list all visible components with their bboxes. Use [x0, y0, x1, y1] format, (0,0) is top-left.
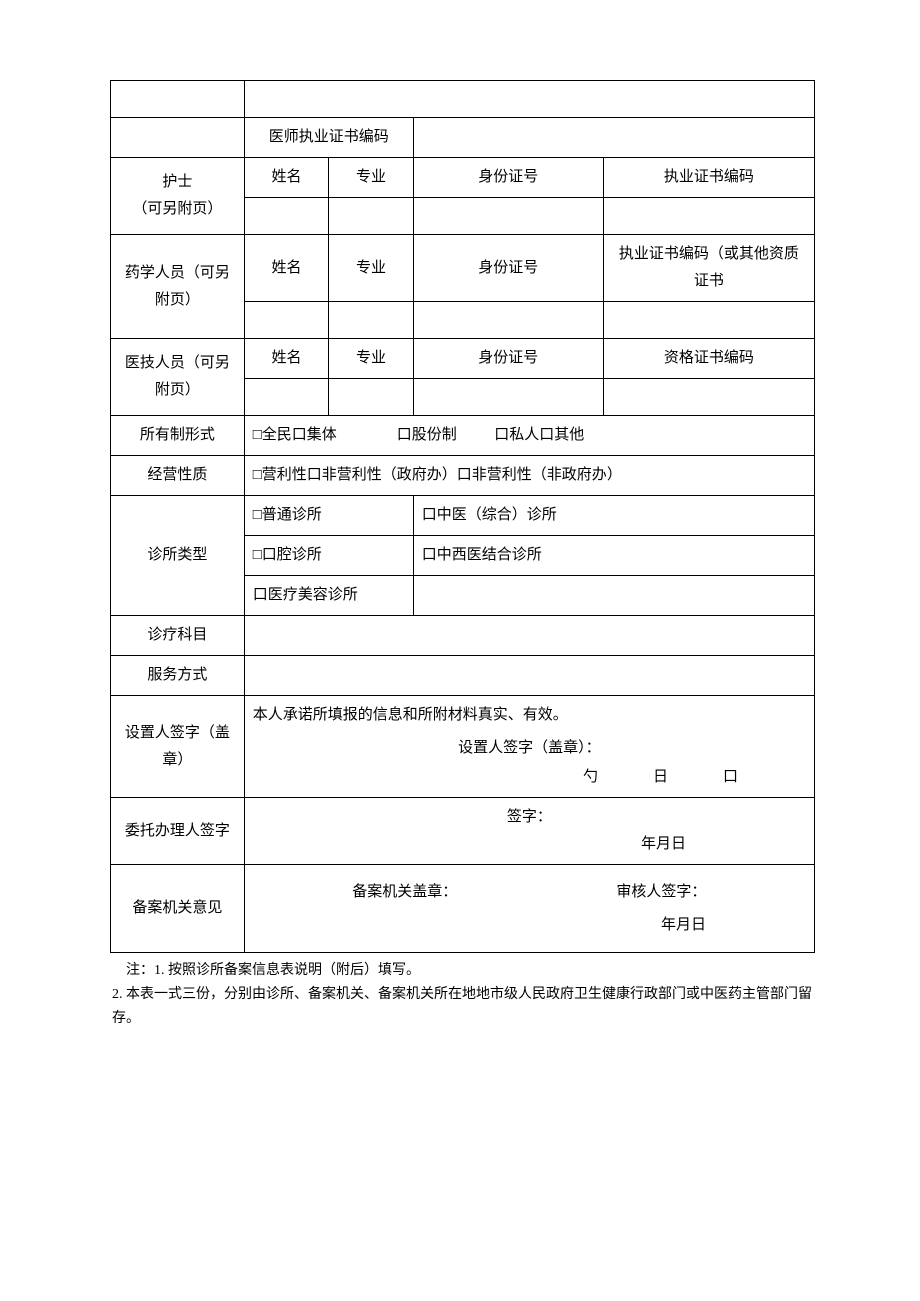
service-label: 服务方式 — [111, 656, 245, 696]
doctor-cert-label: 医师执业证书编码 — [244, 118, 413, 158]
pharma-col-name: 姓名 — [244, 235, 328, 302]
cell-empty — [329, 198, 413, 235]
filing-reviewer: 审核人签字： — [616, 879, 706, 906]
tech-label-top: 医技人员（可另 — [125, 355, 230, 371]
cell-empty — [413, 302, 603, 339]
pharma-label-top: 药学人员（可另 — [125, 265, 230, 281]
nurse-label: 护士 （可另附页） — [111, 158, 245, 235]
operation-value: □营利性口非营利性（政府办）口非营利性（非政府办） — [244, 456, 814, 496]
cell-empty — [603, 302, 814, 339]
clinic-type-r3c1: 口医疗美容诊所 — [244, 576, 413, 616]
service-row: 服务方式 — [111, 656, 815, 696]
signer-block: 本人承诺所填报的信息和所附材料真实、有效。 设置人签字（盖章）： 勺 日 口 — [244, 696, 814, 798]
prev-page-row — [111, 81, 815, 118]
note-1: 注：1. 按照诊所备案信息表说明（附后）填写。 — [112, 959, 813, 983]
agent-row: 委托办理人签字 签字： 年月日 — [111, 798, 815, 865]
signer-label: 设置人签字（盖 章） — [111, 696, 245, 798]
cell-empty — [244, 302, 328, 339]
clinic-type-label: 诊所类型 — [111, 496, 245, 616]
clinic-type-r1c1: □普通诊所 — [244, 496, 413, 536]
ownership-label: 所有制形式 — [111, 416, 245, 456]
tech-label: 医技人员（可另 附页） — [111, 339, 245, 416]
cell-empty — [603, 198, 814, 235]
signer-line2: 设置人签字（盖章）： — [253, 729, 806, 762]
nurse-col-name: 姓名 — [244, 158, 328, 198]
pharma-label: 药学人员（可另 附页） — [111, 235, 245, 339]
filing-label: 备案机关意见 — [111, 865, 245, 953]
filing-row1: 备案机关盖章： 审核人签字： — [253, 879, 806, 906]
tech-col-name: 姓名 — [244, 339, 328, 379]
cell-empty — [244, 198, 328, 235]
agent-line2: 年月日 — [253, 831, 806, 858]
agent-line1: 签字： — [253, 804, 806, 831]
operation-label: 经营性质 — [111, 456, 245, 496]
tech-col-cert: 资格证书编码 — [603, 339, 814, 379]
signer-line3: 勺 日 口 — [253, 762, 806, 791]
agent-label: 委托办理人签字 — [111, 798, 245, 865]
signer-row: 设置人签字（盖 章） 本人承诺所填报的信息和所附材料真实、有效。 设置人签字（盖… — [111, 696, 815, 798]
cell-empty — [413, 379, 603, 416]
nurse-label-bottom: （可另附页） — [132, 201, 222, 217]
tech-header-row: 医技人员（可另 附页） 姓名 专业 身份证号 资格证书编码 — [111, 339, 815, 379]
nurse-col-cert: 执业证书编码 — [603, 158, 814, 198]
doctor-cert-row: 医师执业证书编码 — [111, 118, 815, 158]
cell-empty — [329, 302, 413, 339]
operation-row: 经营性质 □营利性口非营利性（政府办）口非营利性（非政府办） — [111, 456, 815, 496]
nurse-col-id: 身份证号 — [413, 158, 603, 198]
page: 医师执业证书编码 护士 （可另附页） 姓名 专业 身份证号 执业证书编码 药学人… — [0, 0, 920, 1070]
notes-block: 注：1. 按照诊所备案信息表说明（附后）填写。 2. 本表一式三份，分别由诊所、… — [110, 959, 815, 1030]
cell-empty — [413, 198, 603, 235]
cell-empty — [111, 81, 245, 118]
pharma-header-row: 药学人员（可另 附页） 姓名 专业 身份证号 执业证书编码（或其他资质证书 — [111, 235, 815, 302]
cell-empty — [244, 81, 814, 118]
pharma-label-bottom: 附页） — [155, 292, 200, 308]
cell-empty — [244, 379, 328, 416]
cell-empty — [603, 379, 814, 416]
service-value — [244, 656, 814, 696]
nurse-label-top: 护士 — [162, 174, 192, 190]
tech-col-id: 身份证号 — [413, 339, 603, 379]
tech-label-bottom: 附页） — [155, 382, 200, 398]
nurse-header-row: 护士 （可另附页） 姓名 专业 身份证号 执业证书编码 — [111, 158, 815, 198]
form-table: 医师执业证书编码 护士 （可另附页） 姓名 专业 身份证号 执业证书编码 药学人… — [110, 80, 815, 953]
pharma-col-cert: 执业证书编码（或其他资质证书 — [603, 235, 814, 302]
dept-row: 诊疗科目 — [111, 616, 815, 656]
signer-label-bottom: 章） — [162, 752, 192, 768]
clinic-type-r2c1: □口腔诊所 — [244, 536, 413, 576]
filing-block: 备案机关盖章： 审核人签字： 年月日 — [244, 865, 814, 953]
pharma-col-id: 身份证号 — [413, 235, 603, 302]
signer-line1: 本人承诺所填报的信息和所附材料真实、有效。 — [253, 702, 806, 729]
filing-seal: 备案机关盖章： — [352, 879, 457, 906]
dept-value — [244, 616, 814, 656]
clinic-type-row-1: 诊所类型 □普通诊所 口中医（综合）诊所 — [111, 496, 815, 536]
signer-label-top: 设置人签字（盖 — [125, 725, 230, 741]
agent-block: 签字： 年月日 — [244, 798, 814, 865]
cell-empty — [329, 379, 413, 416]
filing-row: 备案机关意见 备案机关盖章： 审核人签字： 年月日 — [111, 865, 815, 953]
clinic-type-r2c2: 口中西医结合诊所 — [413, 536, 814, 576]
ownership-value: □全民口集体 口股份制 口私人口其他 — [244, 416, 814, 456]
doctor-cert-value — [413, 118, 814, 158]
cell-empty — [111, 118, 245, 158]
clinic-type-r1c2: 口中医（综合）诊所 — [413, 496, 814, 536]
ownership-row: 所有制形式 □全民口集体 口股份制 口私人口其他 — [111, 416, 815, 456]
tech-col-major: 专业 — [329, 339, 413, 379]
filing-date: 年月日 — [253, 906, 806, 939]
note-2: 2. 本表一式三份，分别由诊所、备案机关、备案机关所在地地市级人民政府卫生健康行… — [112, 983, 813, 1031]
dept-label: 诊疗科目 — [111, 616, 245, 656]
nurse-col-major: 专业 — [329, 158, 413, 198]
clinic-type-r3c2 — [413, 576, 814, 616]
pharma-col-major: 专业 — [329, 235, 413, 302]
